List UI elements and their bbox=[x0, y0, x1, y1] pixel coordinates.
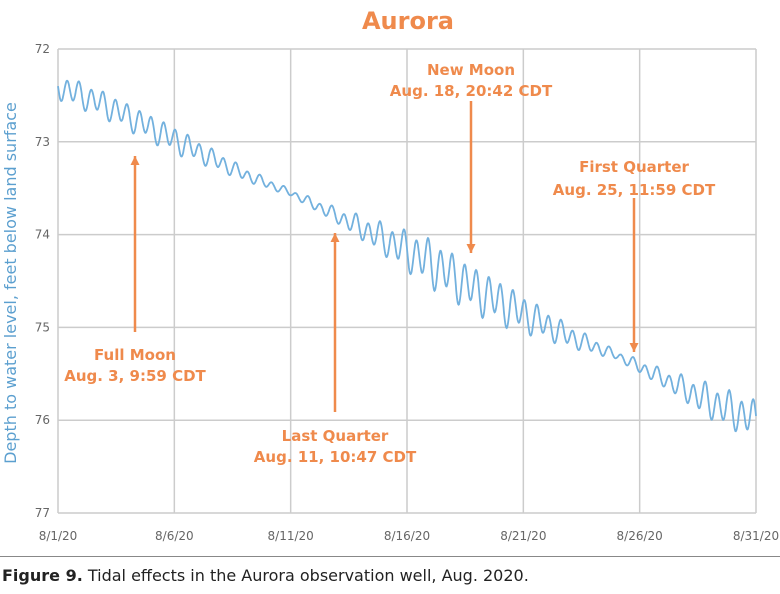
y-axis-ticks: 72 73 74 75 76 77 bbox=[35, 42, 50, 520]
x-axis-ticks: 8/1/20 8/6/20 8/11/20 8/16/20 8/21/20 8/26/20… bbox=[39, 529, 779, 543]
y-tick-label: 77 bbox=[35, 506, 50, 520]
annotation-label: First Quarter bbox=[579, 158, 689, 176]
figure-caption-label: Figure 9. bbox=[2, 566, 83, 585]
figure-caption-text: Tidal effects in the Aurora observation … bbox=[82, 566, 529, 585]
x-tick-label: 8/26/20 bbox=[617, 529, 663, 543]
annotation-last-quarter: Last Quarter Aug. 11, 10:47 CDT bbox=[254, 233, 417, 466]
annotation-new-moon: New Moon Aug. 18, 20:42 CDT bbox=[390, 61, 553, 253]
annotation-arrow-head bbox=[330, 233, 340, 242]
annotation-date: Aug. 3, 9:59 CDT bbox=[64, 367, 206, 385]
x-tick-label: 8/21/20 bbox=[500, 529, 546, 543]
annotation-date: Aug. 25, 11:59 CDT bbox=[553, 181, 716, 199]
x-tick-label: 8/1/20 bbox=[39, 529, 78, 543]
annotation-date: Aug. 11, 10:47 CDT bbox=[254, 448, 417, 466]
moon-phase-annotations: Full Moon Aug. 3, 9:59 CDT Last Quarter Aug… bbox=[64, 61, 716, 466]
x-tick-label: 8/6/20 bbox=[155, 529, 194, 543]
y-tick-label: 73 bbox=[35, 135, 50, 149]
caption-divider bbox=[0, 556, 780, 557]
annotation-label: New Moon bbox=[427, 61, 515, 79]
figure-caption: Figure 9. Tidal effects in the Aurora ob… bbox=[2, 566, 529, 585]
annotation-label: Full Moon bbox=[94, 346, 176, 364]
y-tick-label: 76 bbox=[35, 413, 50, 427]
series-line bbox=[57, 79, 757, 433]
y-axis-label: Depth to water level, feet below land su… bbox=[1, 102, 20, 464]
y-tick-label: 72 bbox=[35, 42, 50, 56]
annotation-arrow-head bbox=[130, 156, 140, 165]
x-tick-label: 8/31/20 bbox=[733, 529, 779, 543]
annotation-arrow-head bbox=[629, 343, 639, 352]
annotation-label: Last Quarter bbox=[282, 427, 389, 445]
x-tick-label: 8/11/20 bbox=[268, 529, 314, 543]
chart-title: Aurora bbox=[362, 7, 454, 35]
y-tick-label: 75 bbox=[35, 320, 50, 334]
annotation-full-moon: Full Moon Aug. 3, 9:59 CDT bbox=[64, 156, 207, 385]
annotation-first-quarter: First Quarter Aug. 25, 11:59 CDT bbox=[553, 158, 716, 352]
annotation-arrow-head bbox=[466, 244, 476, 253]
grid bbox=[57, 48, 757, 514]
annotation-date: Aug. 18, 20:42 CDT bbox=[390, 82, 553, 100]
y-tick-label: 74 bbox=[35, 228, 50, 242]
x-tick-label: 8/16/20 bbox=[384, 529, 430, 543]
